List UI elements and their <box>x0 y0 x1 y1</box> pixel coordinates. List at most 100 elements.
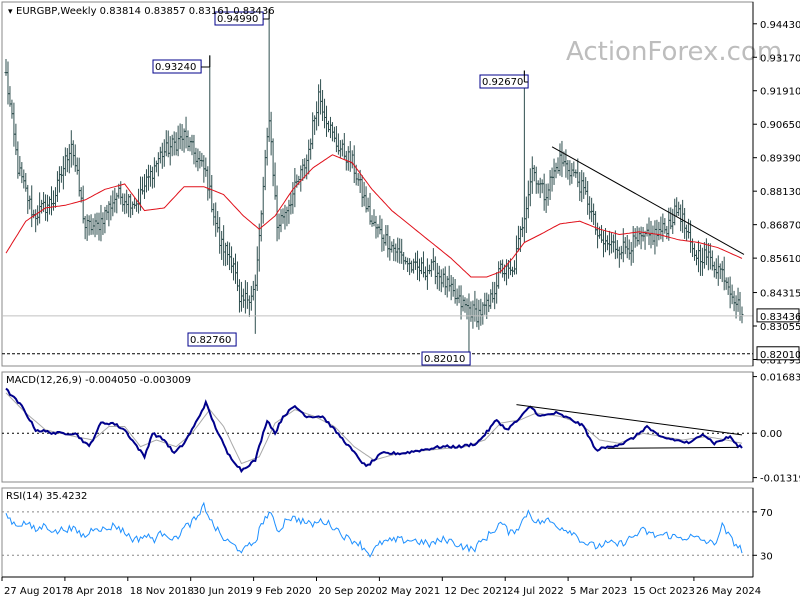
price-bar <box>416 250 420 281</box>
time-axis-label: 9 Feb 2020 <box>256 586 312 597</box>
price-bar <box>38 192 42 224</box>
macd-signal-line <box>5 392 743 465</box>
price-bar <box>210 174 214 213</box>
price-bar <box>67 144 71 174</box>
price-bar <box>603 228 607 253</box>
price-bar <box>14 123 18 156</box>
price-bar <box>694 250 698 266</box>
price-bar <box>532 165 536 182</box>
price-bar <box>28 195 32 210</box>
price-bar <box>279 209 283 233</box>
price-bar <box>558 143 562 176</box>
price-bar <box>661 213 665 242</box>
price-bar <box>20 162 24 184</box>
annotation-high-2019: 0.94990 <box>217 14 258 25</box>
price-bar <box>188 137 192 152</box>
price-trendline <box>551 146 745 255</box>
price-bar <box>433 256 437 285</box>
price-axis-label: 0.83055 <box>760 322 800 333</box>
price-bar <box>281 208 285 224</box>
price-bar <box>560 140 564 178</box>
price-bar <box>534 166 538 194</box>
price-bar <box>700 247 704 276</box>
price-bar <box>576 158 580 188</box>
price-bar <box>186 130 190 152</box>
price-bar <box>123 193 127 215</box>
price-bar <box>461 295 465 312</box>
price-bar <box>190 134 194 156</box>
price-bar <box>22 169 26 189</box>
price-bar <box>158 146 162 164</box>
price-bar <box>230 246 234 274</box>
price-bar <box>651 225 655 246</box>
annotation-high-2022: 0.92670 <box>482 77 523 88</box>
price-bar <box>625 234 629 259</box>
price-bar <box>655 219 659 247</box>
rsi-title: RSI(14) 35.4232 <box>6 491 87 502</box>
price-bar <box>154 160 158 173</box>
price-bar <box>671 208 675 235</box>
price-bar <box>317 84 321 127</box>
price-bar <box>374 215 378 239</box>
current-price-tag-box <box>756 308 800 323</box>
price-bar <box>384 225 388 246</box>
price-bar <box>113 187 117 213</box>
price-bar <box>512 260 516 275</box>
annotation-low-2022-box <box>421 351 471 366</box>
price-bar <box>574 169 578 178</box>
price-bar <box>683 207 687 239</box>
price-bar <box>172 131 176 156</box>
price-bar <box>542 173 546 211</box>
price-bar <box>59 166 63 183</box>
moving-average-line <box>5 154 743 278</box>
price-bar <box>26 184 30 214</box>
price-bar <box>307 139 311 175</box>
price-bar <box>362 181 366 207</box>
price-bar <box>182 128 186 153</box>
price-bar <box>107 201 111 227</box>
price-bar <box>273 162 277 200</box>
price-bar <box>425 258 429 290</box>
price-axis-label: 0.93170 <box>760 53 800 64</box>
price-bar <box>412 258 416 274</box>
price-bar <box>253 274 257 334</box>
price-bar <box>81 185 85 224</box>
price-bar <box>536 180 540 194</box>
price-bar <box>24 173 28 192</box>
price-bar <box>93 213 97 238</box>
price-bar <box>538 177 542 199</box>
price-bar <box>493 281 497 310</box>
price-bar <box>269 111 273 156</box>
time-axis-label: 5 Mar 2023 <box>570 586 627 597</box>
price-bar <box>99 204 103 242</box>
price-bar <box>469 301 473 322</box>
time-axis-label: 18 Nov 2018 <box>130 586 194 597</box>
price-bar <box>127 194 131 218</box>
time-axis-label: 27 Aug 2017 <box>4 586 68 597</box>
price-bar <box>51 190 55 211</box>
price-bar <box>734 295 738 319</box>
price-bar <box>285 206 289 227</box>
annotation-high-2018: 0.93240 <box>155 62 196 73</box>
price-bar <box>36 205 40 226</box>
price-bar <box>170 134 174 157</box>
price-bar <box>404 256 408 265</box>
header-triangle-icon: ▾ <box>8 7 13 17</box>
price-bar <box>6 61 10 105</box>
price-bar <box>267 8 271 142</box>
price-bar <box>718 263 722 279</box>
price-bar <box>584 177 588 195</box>
price-bar <box>621 228 625 263</box>
price-bar <box>681 199 685 233</box>
price-bar <box>342 132 346 160</box>
price-bar <box>265 127 269 166</box>
price-bar <box>178 123 182 150</box>
price-bar <box>237 279 241 313</box>
price-bar <box>696 240 700 273</box>
price-bar <box>239 281 243 312</box>
price-bar <box>566 159 570 180</box>
macd-title: MACD(12,26,9) -0.004050 -0.003009 <box>6 375 191 386</box>
price-bar <box>590 197 594 223</box>
